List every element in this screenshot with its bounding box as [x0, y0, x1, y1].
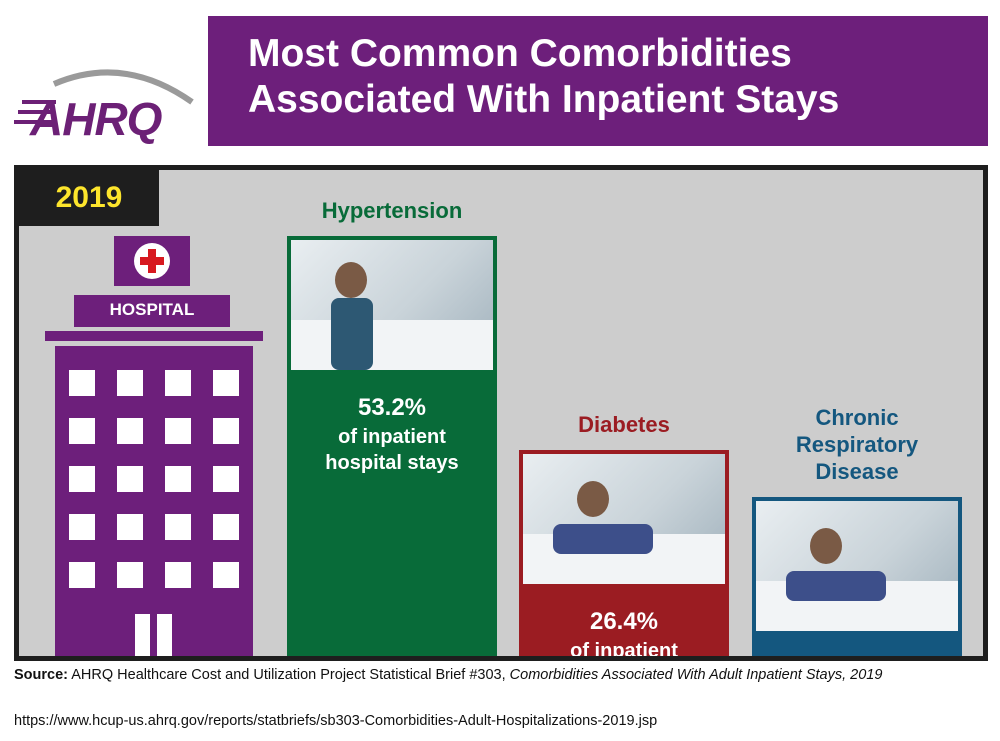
logo-text: AHRQ — [30, 93, 162, 145]
title-banner: Most Common Comorbidities Associated Wit… — [208, 16, 988, 146]
source-text: AHRQ Healthcare Cost and Utilization Pro… — [71, 667, 506, 683]
title-line-2: Associated With Inpatient Stays — [248, 78, 840, 121]
source-citation: Source: AHRQ Healthcare Cost and Utiliza… — [14, 666, 974, 685]
logo-swoosh-icon — [14, 69, 194, 124]
value-label-hypertension: 53.2% — [357, 394, 427, 421]
bar-title-line: Respiratory — [795, 432, 919, 457]
bar-title-hypertension: Hypertension — [277, 197, 507, 224]
source-url: https://www.hcup-us.ahrq.gov/reports/sta… — [14, 713, 658, 729]
ahrq-logo: AHRQ — [14, 62, 200, 158]
bar-title-line: Hypertension — [321, 198, 463, 223]
hospital-roof — [45, 331, 263, 341]
patient-bed-photo-icon — [523, 454, 725, 584]
nurse-patient-photo-icon — [291, 240, 493, 370]
source-title: Comorbidities Associated With Adult Inpa… — [509, 667, 883, 683]
year-label: 2019 — [55, 181, 123, 214]
hospital-name-sign: HOSPITAL — [74, 295, 230, 327]
title-line-1: Most Common Comorbidities — [248, 32, 792, 75]
value-label-diabetes: 26.4% — [589, 608, 659, 635]
caption-line-1: of inpatient — [338, 426, 446, 448]
hospital-cross-sign — [114, 236, 190, 286]
hospital-sign-label: HOSPITAL — [109, 300, 195, 319]
hospital-building — [55, 346, 253, 656]
bar-hypertension: 53.2% of inpatient hospital stays — [287, 236, 497, 656]
source-label: Source: — [14, 667, 68, 683]
caption-line-1: of inpatient — [570, 640, 678, 661]
bar-title-chronic-respiratory-disease: Chronic Respiratory Disease — [742, 404, 972, 485]
bar-title-line: Diabetes — [578, 412, 670, 437]
bar-title-line: Disease — [815, 459, 899, 484]
red-cross-icon — [134, 243, 170, 279]
bar-title-line: Chronic — [815, 405, 899, 430]
hospital-windows — [69, 370, 239, 656]
chart-panel: 2019 HOSPITAL — [14, 165, 988, 661]
hospital-illustration: HOSPITAL — [19, 170, 279, 656]
value-label-chronic-respiratory-disease: 20.5% — [752, 655, 962, 656]
bar-title-diabetes: Diabetes — [509, 411, 739, 438]
patient-oxygen-photo-icon — [756, 501, 958, 631]
value-caption-hypertension: of inpatient hospital stays — [287, 424, 497, 476]
year-badge: 2019 — [19, 170, 159, 226]
caption-line-2: hospital stays — [325, 452, 459, 474]
